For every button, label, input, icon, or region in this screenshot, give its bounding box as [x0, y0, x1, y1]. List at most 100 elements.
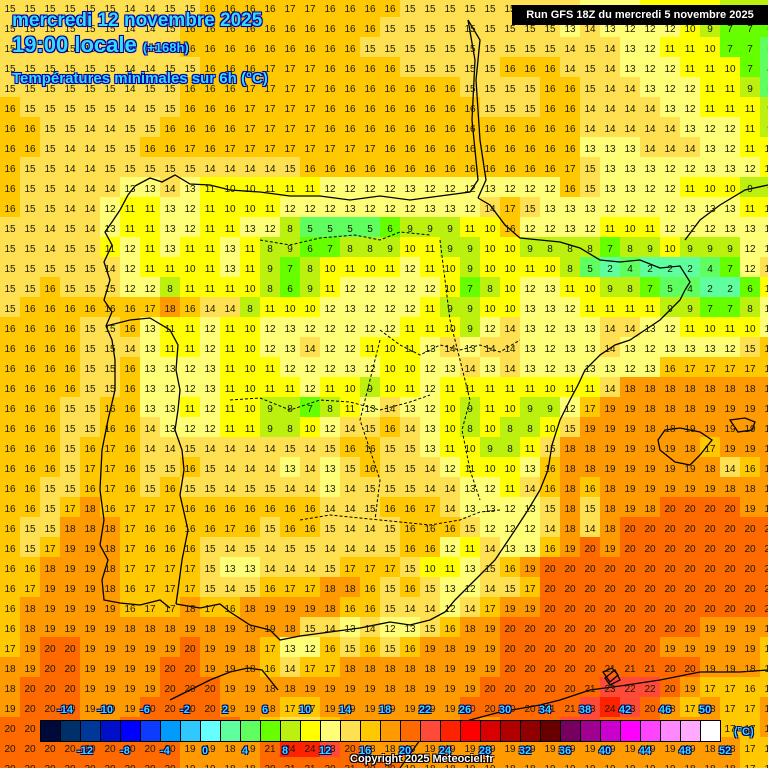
field-cell [60, 117, 80, 137]
legend-label: 50 [698, 704, 712, 716]
field-cell [280, 77, 300, 97]
grid-value: 14 [444, 504, 456, 515]
field-cell [480, 97, 500, 117]
grid-value: 13 [224, 264, 236, 275]
grid-value: 17 [184, 584, 196, 595]
grid-value: 20 [584, 644, 596, 655]
field-cell [0, 97, 20, 117]
grid-value: 16 [104, 424, 116, 435]
grid-value: 15 [524, 204, 536, 215]
grid-value: 8 [267, 284, 273, 295]
grid-value: 13 [564, 24, 576, 35]
grid-value: 17 [764, 644, 768, 655]
grid-value: 11 [584, 384, 596, 395]
field-cell [220, 0, 240, 17]
grid-value: 20 [544, 624, 556, 635]
grid-value: 11 [644, 304, 656, 315]
grid-value: 13 [644, 324, 656, 335]
grid-value: 20 [664, 664, 676, 675]
grid-value: 16 [324, 24, 336, 35]
field-cell [40, 97, 60, 117]
grid-value: 20 [624, 644, 636, 655]
grid-value: 14 [344, 484, 356, 495]
grid-value: 13 [244, 224, 256, 235]
grid-value: 16 [4, 404, 16, 415]
grid-value: 8 [307, 264, 313, 275]
grid-value: 15 [4, 304, 16, 315]
grid-value: 18 [24, 624, 36, 635]
legend-label: -2 [180, 704, 190, 716]
field-cell [300, 17, 320, 37]
grid-value: 18 [164, 624, 176, 635]
grid-value: 15 [344, 464, 356, 475]
grid-value: 10 [484, 244, 496, 255]
grid-value: 17 [304, 104, 316, 115]
grid-value: 18 [384, 684, 396, 695]
grid-value: 16 [344, 4, 356, 15]
grid-value: 9 [447, 224, 453, 235]
grid-value: 10 [404, 244, 416, 255]
field-cell [160, 37, 180, 57]
grid-value: 15 [64, 284, 76, 295]
grid-value: 17 [124, 524, 136, 535]
grid-value: 16 [544, 144, 556, 155]
grid-value: 12 [424, 364, 436, 375]
grid-value: 16 [424, 104, 436, 115]
grid-value: 14 [64, 144, 76, 155]
grid-value: 18 [24, 604, 36, 615]
grid-value: 9 [467, 304, 473, 315]
grid-value: 9 [747, 84, 753, 95]
grid-value: 19 [304, 604, 316, 615]
legend-swatch [321, 721, 341, 741]
grid-value: 13 [124, 184, 136, 195]
grid-value: 16 [84, 444, 96, 455]
field-cell [0, 77, 20, 97]
grid-value: 14 [44, 244, 56, 255]
grid-value: 8 [567, 264, 573, 275]
field-cell [380, 57, 400, 77]
grid-value: 15 [544, 44, 556, 55]
grid-value: 13 [284, 464, 296, 475]
legend-label: 6 [261, 704, 269, 716]
field-cell [80, 37, 100, 57]
grid-value: 16 [244, 524, 256, 535]
field-cell [400, 77, 420, 97]
grid-value: 16 [504, 564, 516, 575]
grid-value: 16 [24, 444, 36, 455]
grid-value: 11 [504, 384, 516, 395]
grid-value: 14 [324, 504, 336, 515]
grid-value: 12 [304, 384, 316, 395]
grid-value: 15 [344, 644, 356, 655]
grid-value: 18 [84, 504, 96, 515]
grid-value: 15 [364, 484, 376, 495]
field-cell [220, 17, 240, 37]
field-cell [300, 57, 320, 77]
grid-value: 11 [164, 324, 176, 335]
grid-value: 10 [244, 204, 256, 215]
grid-value: 12 [424, 184, 436, 195]
grid-value: 13 [464, 484, 476, 495]
grid-value: 16 [4, 124, 16, 135]
field-cell [740, 97, 760, 117]
grid-value: 17 [264, 144, 276, 155]
grid-value: 11 [324, 284, 336, 295]
grid-value: 16 [104, 304, 116, 315]
field-cell [300, 97, 320, 117]
grid-value: 16 [44, 384, 56, 395]
field-cell [360, 57, 380, 77]
grid-value: 13 [524, 324, 536, 335]
grid-value: 11 [224, 224, 236, 235]
grid-value: 16 [184, 304, 196, 315]
grid-value: 17 [304, 144, 316, 155]
grid-value: 16 [344, 24, 356, 35]
field-cell [380, 37, 400, 57]
grid-value: 15 [404, 484, 416, 495]
grid-value: 17 [724, 364, 736, 375]
grid-value: 15 [244, 544, 256, 555]
grid-value: 16 [304, 504, 316, 515]
grid-value: 16 [184, 544, 196, 555]
grid-value: 19 [164, 644, 176, 655]
grid-value: 7 [727, 304, 733, 315]
field-cell [620, 97, 640, 117]
grid-value: 14 [104, 124, 116, 135]
